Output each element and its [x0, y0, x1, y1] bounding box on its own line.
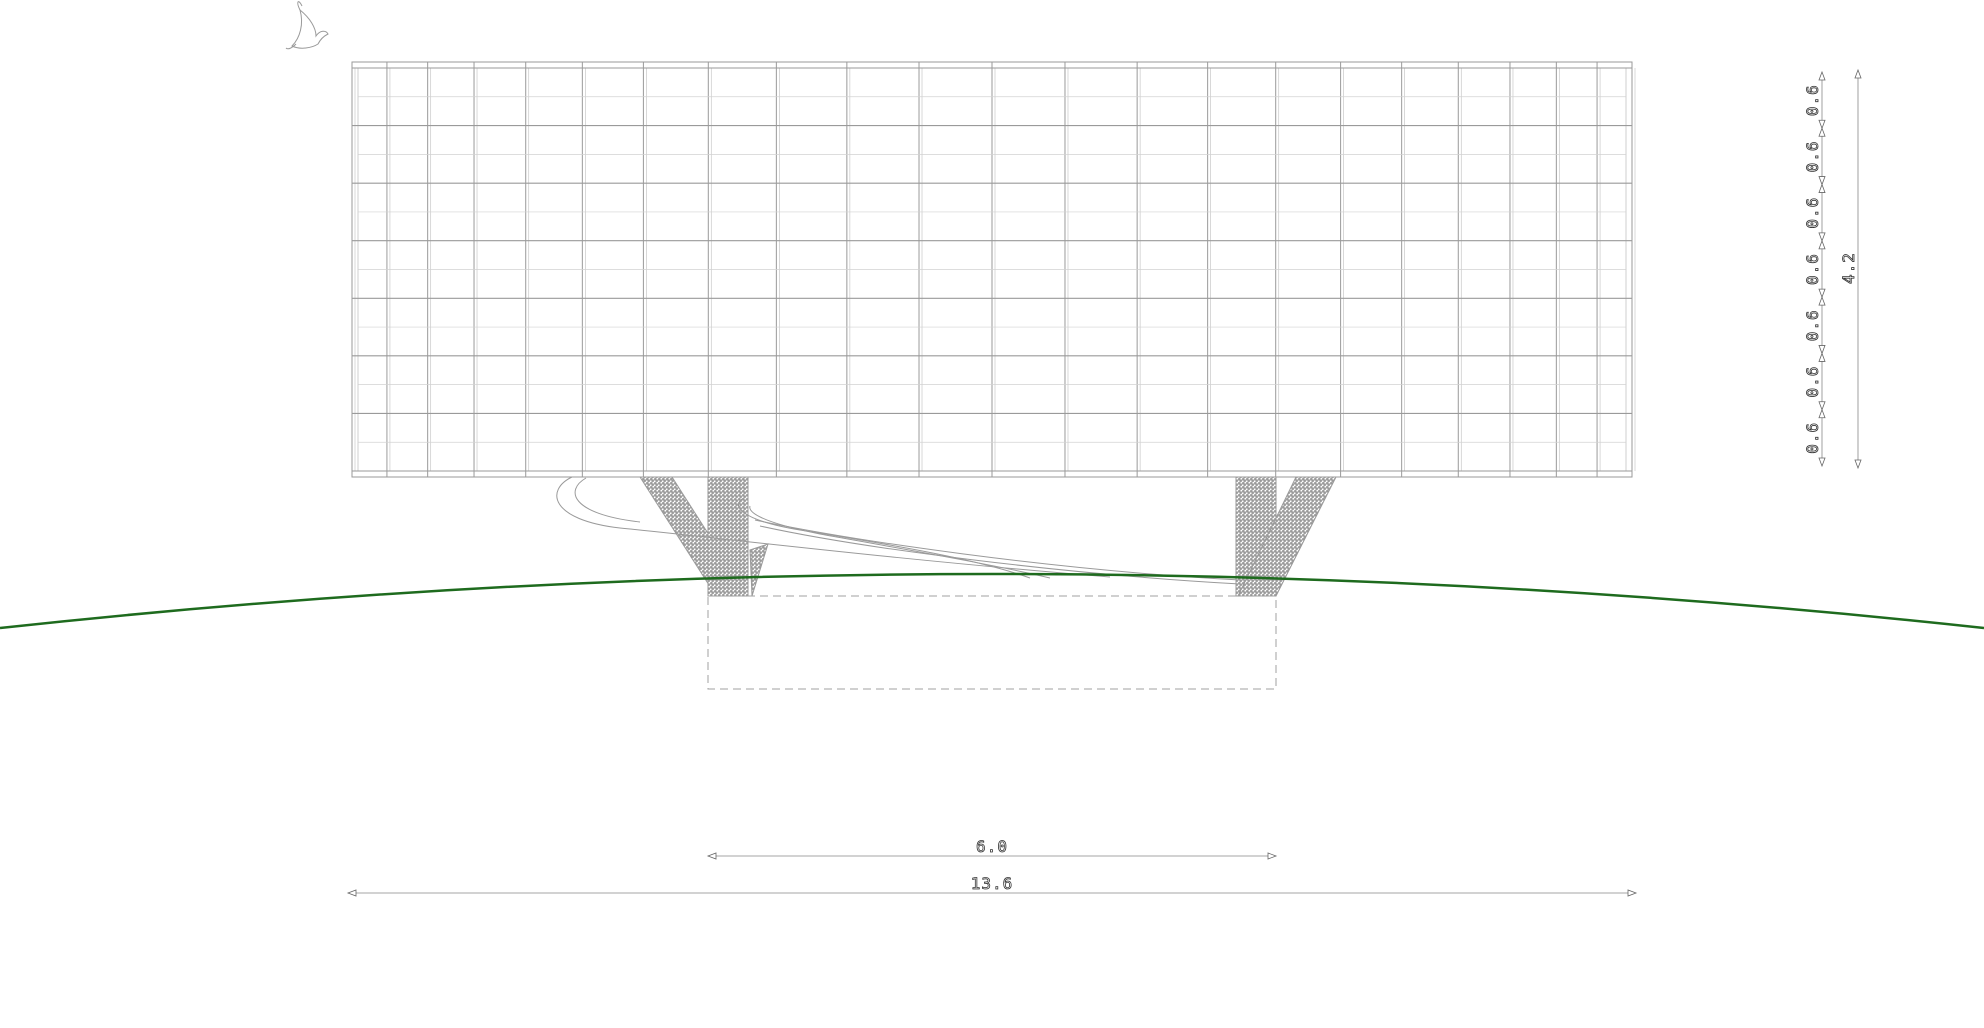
dimension-tick — [1818, 288, 1826, 299]
dimension-segment-label: 0.6 — [1803, 140, 1822, 172]
dimension-tick — [1818, 176, 1826, 186]
dimension-tick — [1818, 239, 1826, 250]
dimension-vertical-chain: 0.6 0.6 0.6 0.6 0.6 0.6 0.6 — [1803, 70, 1826, 468]
dimension-segment-label: 0.6 — [1803, 422, 1822, 454]
ground-line — [0, 572, 1984, 630]
dimension-segment-label: 0.6 — [1803, 84, 1822, 116]
dimension-label-height: 4.2 — [1839, 252, 1858, 284]
dimension-segment-label: 0.6 — [1803, 253, 1822, 285]
dimension-tick — [1818, 70, 1826, 81]
dimension-tick — [1818, 296, 1826, 306]
dimension-tick — [1818, 119, 1826, 130]
dimension-segment-label: 0.6 — [1803, 309, 1822, 341]
dimension-tick — [1818, 352, 1826, 362]
dimension-tick — [1818, 401, 1826, 411]
dimension-tick — [1818, 345, 1826, 355]
dimension-label-support: 6.0 — [976, 837, 1008, 856]
dimension-total-span: 13.6 — [346, 874, 1638, 897]
dimension-tick — [1818, 457, 1826, 468]
dimension-tick — [1818, 127, 1826, 137]
dimension-label-total: 13.6 — [971, 874, 1014, 893]
support-structure — [556, 476, 1337, 597]
dimension-tick — [1818, 408, 1826, 419]
dimension-vertical-total: 4.2 — [1839, 68, 1862, 470]
bird-icon — [285, 1, 329, 50]
dimension-segment-label: 0.6 — [1803, 366, 1822, 398]
foundation-outline — [707, 595, 1277, 690]
dimension-support-span: 6.0 — [706, 837, 1278, 860]
dimension-tick — [1818, 183, 1826, 193]
dimension-segment-label: 0.6 — [1803, 197, 1822, 229]
facade-grid — [351, 61, 1636, 478]
dimension-tick — [1818, 232, 1826, 242]
